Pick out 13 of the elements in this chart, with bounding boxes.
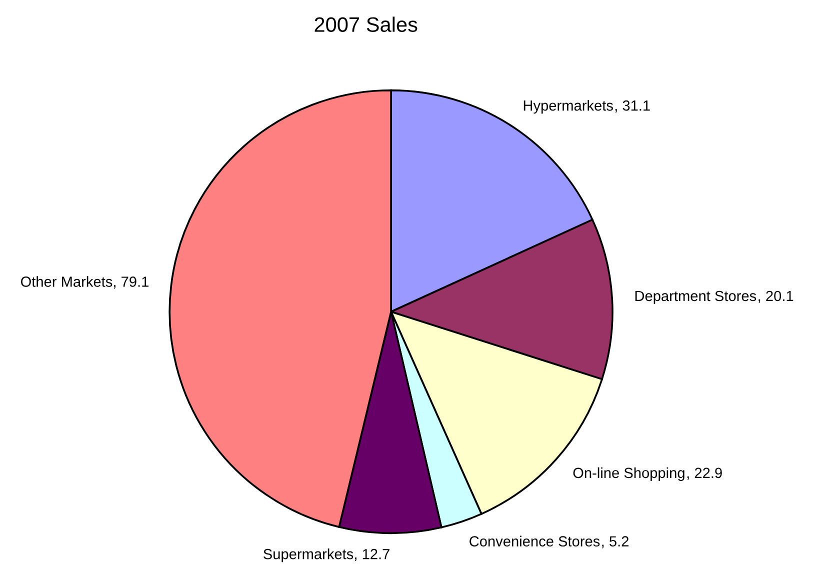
slice-label: Department Stores bbox=[635, 290, 756, 304]
slice-label: Convenience Stores bbox=[470, 536, 600, 547]
slice-label: On-line Shopping bbox=[573, 467, 684, 481]
chart-title: 2007 Sales bbox=[314, 16, 418, 32]
data-label: , 79.1 bbox=[114, 276, 148, 289]
data-label: , 5.2 bbox=[602, 536, 628, 548]
slice-label: Hypermarkets bbox=[524, 100, 613, 114]
slice-label: Supermarkets bbox=[264, 548, 354, 562]
data-label: , 20.1 bbox=[758, 290, 794, 303]
data-label: , 31.1 bbox=[615, 100, 650, 112]
data-label: , 12.7 bbox=[354, 548, 390, 561]
data-label: , 22.9 bbox=[687, 468, 722, 480]
slice-label: Other Markets bbox=[20, 276, 112, 287]
